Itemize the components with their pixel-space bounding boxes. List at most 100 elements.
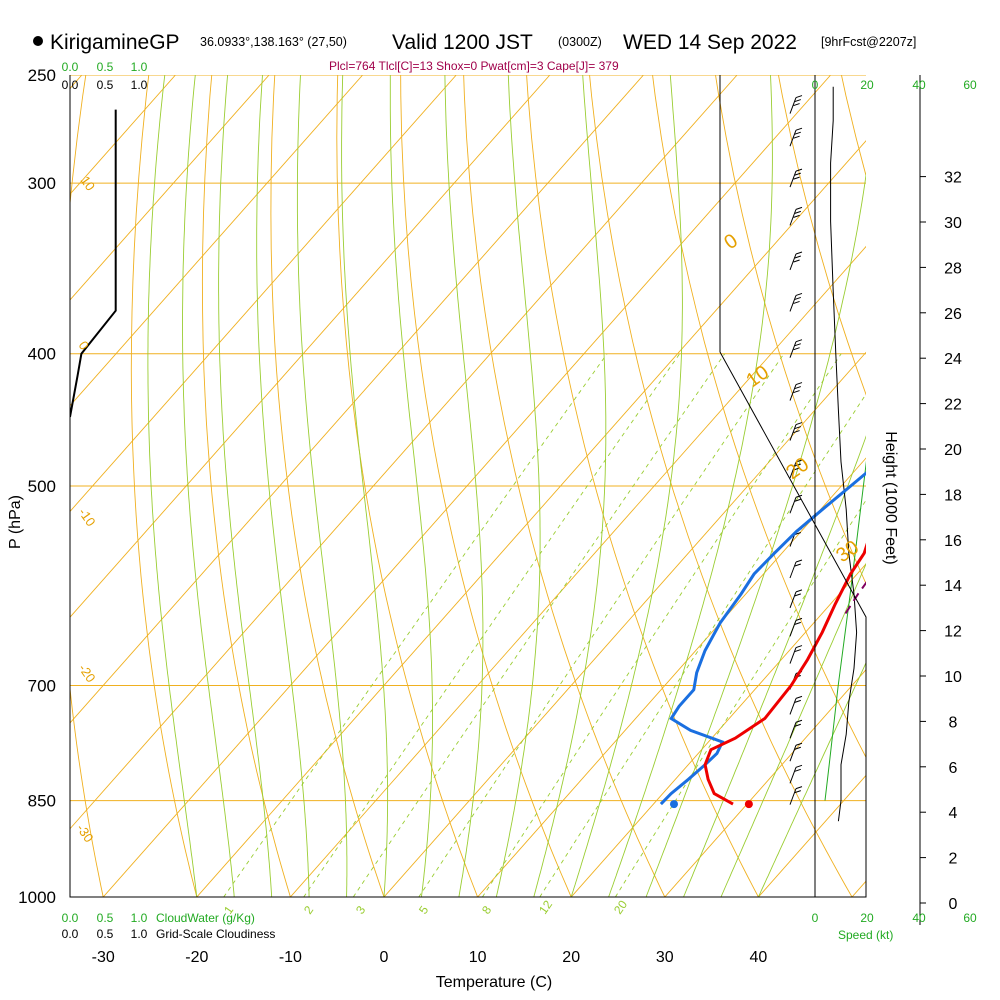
cloudiness-label: Grid-Scale Cloudiness xyxy=(156,927,275,941)
barb-flag xyxy=(795,168,803,172)
cloudiness-bottom-label: 0.0 xyxy=(62,927,79,941)
cloudwater-bottom-label: 1.0 xyxy=(131,911,148,925)
speed-tick-label: 20 xyxy=(860,911,874,925)
barb-staff xyxy=(789,788,797,805)
barb-flag xyxy=(795,764,803,768)
cloudwater-top-label: 0.5 xyxy=(97,60,114,74)
barb-staff xyxy=(789,561,797,579)
barb-flag xyxy=(793,430,800,434)
wind-barb xyxy=(789,459,803,479)
cloudwater-bottom-label: 0.0 xyxy=(62,911,79,925)
height-tick-label: 6 xyxy=(949,760,958,777)
barb-flag xyxy=(795,459,803,463)
wind-barb xyxy=(789,559,803,579)
barb-flag xyxy=(795,422,803,426)
stability-indices: Plcl=764 Tlcl[C]=13 Shox=0 Pwat[cm]=3 Ca… xyxy=(329,59,619,73)
barb-staff xyxy=(789,647,797,664)
wind-barb xyxy=(789,382,803,401)
barb-flag xyxy=(793,135,800,139)
cloudwater-bottom-label: 0.5 xyxy=(97,911,114,925)
height-tick-label: 28 xyxy=(944,260,962,277)
barb-flag xyxy=(795,382,803,386)
moist-adiabat-line xyxy=(147,75,198,897)
barb-flag xyxy=(794,649,801,653)
barb-flag xyxy=(793,390,800,394)
height-tick-label: 12 xyxy=(944,624,962,641)
height-tick-label: 30 xyxy=(944,215,962,232)
mixing-ratio-line xyxy=(418,353,785,897)
pressure-tick-label: 500 xyxy=(28,477,56,496)
height-tick-label: 32 xyxy=(944,170,962,187)
speed-tick-label: 0 xyxy=(812,911,819,925)
station-dot-icon xyxy=(33,36,43,46)
cloudiness-bottom-label: 0.5 xyxy=(97,927,114,941)
height-tick-label: 8 xyxy=(949,714,958,731)
moist-adiabat-line xyxy=(757,661,866,897)
wind-barb xyxy=(789,95,803,114)
thermo-background xyxy=(70,75,866,897)
isotherm-line xyxy=(70,75,644,724)
wind-barb xyxy=(789,127,803,147)
dry-adiabat-line xyxy=(270,75,385,897)
moist-adiabat-line xyxy=(444,75,484,897)
wind-barb xyxy=(789,339,803,358)
barb-staff xyxy=(789,767,797,784)
barb-flag xyxy=(794,99,801,103)
cloudiness-top-label: 0.0 xyxy=(62,78,79,92)
barb-flag xyxy=(793,214,800,218)
green-profile-curve xyxy=(824,460,866,801)
height-tick-label: 20 xyxy=(944,442,962,459)
x-tick-label: 40 xyxy=(750,949,768,966)
moist-adiabat-line xyxy=(645,171,866,897)
speed-top-label: 0 xyxy=(812,78,819,92)
barb-flag xyxy=(794,210,801,214)
moist-adiabat-line xyxy=(533,75,607,897)
isotherm-line xyxy=(477,457,866,897)
isotherm-line xyxy=(102,75,832,897)
barb-flag xyxy=(794,343,801,347)
x-axis-label: Temperature (C) xyxy=(436,974,552,991)
pressure-tick-label: 250 xyxy=(28,66,56,85)
barb-flag xyxy=(795,617,803,621)
barb-flag xyxy=(794,593,801,597)
barb-staff xyxy=(789,295,797,312)
speed-bottom-label: 60 xyxy=(963,911,977,925)
valid-time: Valid 1200 JST xyxy=(392,31,533,54)
dry-adiabat-line xyxy=(463,75,666,897)
diagram-outline xyxy=(69,75,867,898)
barb-flag xyxy=(794,699,801,703)
dry-adiabat-line xyxy=(201,75,291,897)
speed-tick-label: 40 xyxy=(912,911,926,925)
height-tick-label: 18 xyxy=(944,487,962,504)
wind-barb xyxy=(789,251,803,271)
speed-top-label: 20 xyxy=(860,78,874,92)
wind-barb xyxy=(789,206,803,226)
barb-flag xyxy=(794,426,801,430)
barb-flag xyxy=(795,292,803,296)
barb-staff xyxy=(789,341,797,358)
chart-frame xyxy=(69,75,921,925)
isotherm-label: 10 xyxy=(78,173,99,193)
wind-speed-profile-line xyxy=(830,86,858,822)
speed-top-label: 40 xyxy=(912,78,926,92)
x-tick-label: 20 xyxy=(562,949,580,966)
height-axis-label: Height (1000 Feet) xyxy=(882,431,899,564)
barb-flag xyxy=(795,127,803,131)
isotherm-line xyxy=(196,140,866,897)
speed-label: Speed (kt) xyxy=(838,928,893,942)
pressure-tick-label: 400 xyxy=(28,345,56,364)
x-tick-label: -20 xyxy=(185,949,208,966)
barb-staff xyxy=(789,461,797,479)
isotherm-line xyxy=(290,245,866,897)
pressure-tick-label: 1000 xyxy=(18,888,56,907)
dry-adiabat-line xyxy=(589,75,853,897)
isotherm-line xyxy=(70,75,364,407)
barb-staff xyxy=(789,698,797,715)
wind-barb xyxy=(789,645,803,664)
barb-flag xyxy=(795,695,803,699)
barb-staff xyxy=(789,384,797,401)
dewpoint-profile-line xyxy=(659,471,866,806)
mixing-ratio-line xyxy=(539,393,866,897)
isotherm-line xyxy=(70,75,457,513)
